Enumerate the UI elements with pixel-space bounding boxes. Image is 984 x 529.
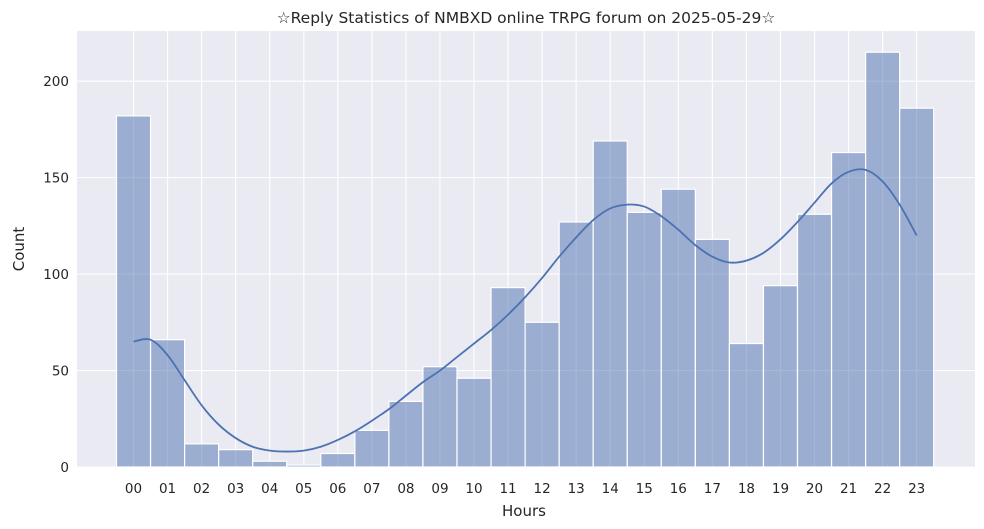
chart-title: ☆Reply Statistics of NMBXD online TRPG f…: [277, 9, 776, 27]
x-tick-label: 08: [397, 481, 414, 497]
x-tick-label: 20: [806, 481, 823, 497]
x-tick-label: 13: [568, 481, 585, 497]
bar-hour-06: [320, 452, 356, 468]
bar-hour-18: [728, 342, 765, 468]
x-tick-label: 05: [295, 481, 312, 497]
x-tick-label: 16: [670, 481, 687, 497]
x-axis-label: Hours: [502, 502, 546, 520]
x-tick-label: 14: [602, 481, 619, 497]
x-tick-label: 06: [329, 481, 346, 497]
bar-hour-20: [796, 213, 833, 468]
bar-hour-11: [490, 286, 526, 468]
bar-hour-14: [592, 140, 628, 468]
x-tick-label: 23: [908, 481, 925, 497]
y-tick-label: 50: [52, 364, 69, 380]
x-tick-label: 09: [431, 481, 448, 497]
bar-hour-23: [899, 107, 935, 468]
y-axis-label: Count: [10, 227, 28, 272]
bar-hour-15: [626, 211, 662, 468]
x-tick-label: 11: [499, 481, 516, 497]
bars: [115, 51, 935, 468]
x-tick-label: 15: [636, 481, 653, 497]
x-tick-label: 19: [772, 481, 789, 497]
y-tick-label: 0: [60, 460, 69, 476]
x-tick-label: 22: [874, 481, 891, 497]
x-tick-label: 04: [261, 481, 278, 497]
bar-hour-22: [864, 51, 901, 468]
x-tick-label: 02: [193, 481, 210, 497]
bar-hour-02: [184, 443, 220, 468]
y-tick-label: 100: [43, 267, 69, 283]
bar-hour-05: [286, 464, 322, 468]
bar-hour-04: [252, 460, 288, 468]
x-tick-label: 10: [465, 481, 482, 497]
bar-hour-00: [115, 115, 152, 468]
y-tick-labels: 0 50 100 150 200: [43, 74, 69, 476]
bar-hour-07: [354, 429, 390, 468]
x-tick-label: 01: [159, 481, 176, 497]
x-tick-label: 21: [840, 481, 857, 497]
x-tick-label: 07: [363, 481, 380, 497]
x-tick-label: 18: [738, 481, 755, 497]
y-tick-label: 200: [43, 74, 69, 90]
bar-hour-09: [422, 366, 458, 468]
bar-hour-08: [388, 400, 424, 468]
x-tick-label: 03: [227, 481, 244, 497]
bar-hour-01: [149, 339, 186, 468]
bar-hour-03: [218, 449, 254, 468]
x-tick-labels: 00 01 02 03 04 05 06 07 08 09 10 11 12 13 14 15 16 17 18 19…: [125, 481, 925, 497]
x-tick-label: 17: [704, 481, 721, 497]
bar-hour-21: [830, 151, 867, 468]
bar-hour-12: [524, 321, 560, 468]
bar-hour-19: [762, 285, 799, 468]
bar-hour-17: [694, 238, 730, 468]
bar-hour-13: [558, 221, 594, 468]
x-tick-label: 00: [125, 481, 142, 497]
bar-hour-10: [456, 377, 492, 468]
x-tick-label: 12: [534, 481, 551, 497]
kde-line: [133, 168, 918, 453]
y-tick-label: 150: [43, 171, 69, 187]
